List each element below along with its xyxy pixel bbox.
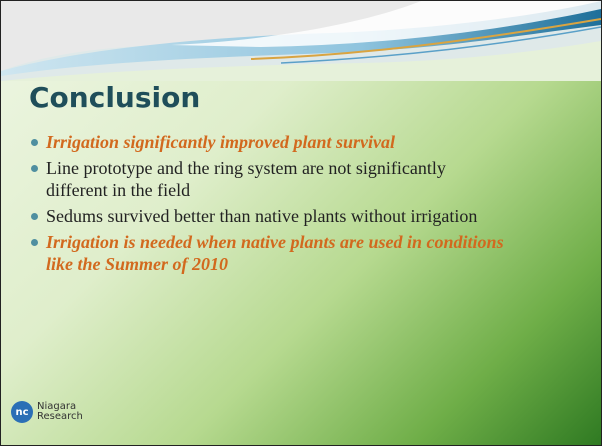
logo: nc Niagara Research xyxy=(11,401,83,423)
bullet: Line prototype and the ring system are n… xyxy=(29,157,486,201)
bullet: Irrigation significantly improved plant … xyxy=(29,131,526,153)
bullet: Sedums survived better than native plant… xyxy=(29,205,526,227)
bullet-list: Irrigation significantly improved plant … xyxy=(29,131,529,279)
slide-title: Conclusion xyxy=(29,81,200,114)
logo-line: Research xyxy=(37,412,83,422)
page: Conclusion Irrigation significantly impr… xyxy=(0,0,602,446)
logo-text: Niagara Research xyxy=(37,402,83,422)
header-decoration xyxy=(1,1,601,81)
bullet: Irrigation is needed when native plants … xyxy=(29,231,526,275)
logo-mark: nc xyxy=(11,401,33,423)
slide: Conclusion Irrigation significantly impr… xyxy=(0,0,602,446)
